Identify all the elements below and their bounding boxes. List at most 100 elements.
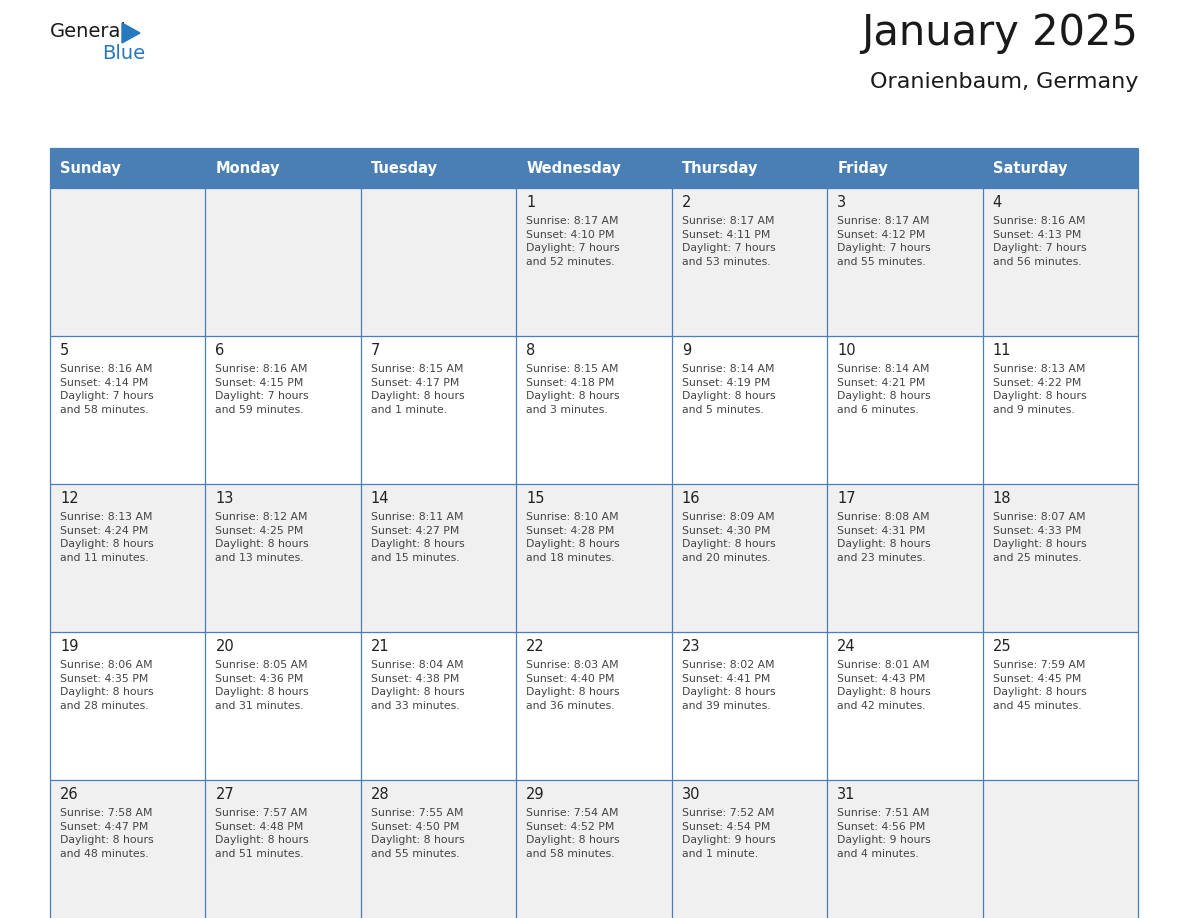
Text: 26: 26 xyxy=(61,787,78,802)
Bar xyxy=(827,148,982,188)
Bar xyxy=(361,632,517,780)
Bar xyxy=(517,336,671,484)
Text: 6: 6 xyxy=(215,343,225,358)
Text: 20: 20 xyxy=(215,639,234,654)
Text: General: General xyxy=(50,22,127,41)
Text: Thursday: Thursday xyxy=(682,161,758,175)
Text: Sunrise: 8:15 AM
Sunset: 4:18 PM
Daylight: 8 hours
and 3 minutes.: Sunrise: 8:15 AM Sunset: 4:18 PM Dayligh… xyxy=(526,364,620,415)
Bar xyxy=(517,484,671,632)
Text: Saturday: Saturday xyxy=(992,161,1067,175)
Text: 9: 9 xyxy=(682,343,691,358)
Text: 28: 28 xyxy=(371,787,390,802)
Text: Sunrise: 8:01 AM
Sunset: 4:43 PM
Daylight: 8 hours
and 42 minutes.: Sunrise: 8:01 AM Sunset: 4:43 PM Dayligh… xyxy=(838,660,930,711)
Bar xyxy=(827,188,982,336)
Bar xyxy=(671,780,827,918)
Text: Blue: Blue xyxy=(102,44,145,63)
Text: Sunrise: 8:02 AM
Sunset: 4:41 PM
Daylight: 8 hours
and 39 minutes.: Sunrise: 8:02 AM Sunset: 4:41 PM Dayligh… xyxy=(682,660,776,711)
Text: Sunrise: 8:14 AM
Sunset: 4:21 PM
Daylight: 8 hours
and 6 minutes.: Sunrise: 8:14 AM Sunset: 4:21 PM Dayligh… xyxy=(838,364,930,415)
Text: Sunrise: 8:17 AM
Sunset: 4:10 PM
Daylight: 7 hours
and 52 minutes.: Sunrise: 8:17 AM Sunset: 4:10 PM Dayligh… xyxy=(526,216,620,267)
Text: 2: 2 xyxy=(682,195,691,210)
Text: 3: 3 xyxy=(838,195,846,210)
Text: Sunrise: 8:15 AM
Sunset: 4:17 PM
Daylight: 8 hours
and 1 minute.: Sunrise: 8:15 AM Sunset: 4:17 PM Dayligh… xyxy=(371,364,465,415)
Text: Sunrise: 8:05 AM
Sunset: 4:36 PM
Daylight: 8 hours
and 31 minutes.: Sunrise: 8:05 AM Sunset: 4:36 PM Dayligh… xyxy=(215,660,309,711)
Text: Sunrise: 8:07 AM
Sunset: 4:33 PM
Daylight: 8 hours
and 25 minutes.: Sunrise: 8:07 AM Sunset: 4:33 PM Dayligh… xyxy=(992,512,1086,563)
Text: Sunrise: 8:16 AM
Sunset: 4:14 PM
Daylight: 7 hours
and 58 minutes.: Sunrise: 8:16 AM Sunset: 4:14 PM Dayligh… xyxy=(61,364,153,415)
Text: 15: 15 xyxy=(526,491,545,506)
Text: 16: 16 xyxy=(682,491,700,506)
Bar xyxy=(982,188,1138,336)
Text: Sunrise: 7:57 AM
Sunset: 4:48 PM
Daylight: 8 hours
and 51 minutes.: Sunrise: 7:57 AM Sunset: 4:48 PM Dayligh… xyxy=(215,808,309,859)
Text: Sunrise: 8:16 AM
Sunset: 4:15 PM
Daylight: 7 hours
and 59 minutes.: Sunrise: 8:16 AM Sunset: 4:15 PM Dayligh… xyxy=(215,364,309,415)
Bar xyxy=(827,780,982,918)
Bar xyxy=(982,632,1138,780)
Text: 13: 13 xyxy=(215,491,234,506)
Bar xyxy=(206,484,361,632)
Bar xyxy=(361,336,517,484)
Bar xyxy=(361,188,517,336)
Bar xyxy=(671,484,827,632)
Bar xyxy=(361,780,517,918)
Bar xyxy=(517,632,671,780)
Text: Sunrise: 7:55 AM
Sunset: 4:50 PM
Daylight: 8 hours
and 55 minutes.: Sunrise: 7:55 AM Sunset: 4:50 PM Dayligh… xyxy=(371,808,465,859)
Text: 12: 12 xyxy=(61,491,78,506)
Bar xyxy=(982,484,1138,632)
Text: 21: 21 xyxy=(371,639,390,654)
Text: Sunrise: 8:14 AM
Sunset: 4:19 PM
Daylight: 8 hours
and 5 minutes.: Sunrise: 8:14 AM Sunset: 4:19 PM Dayligh… xyxy=(682,364,776,415)
Text: Sunrise: 8:17 AM
Sunset: 4:11 PM
Daylight: 7 hours
and 53 minutes.: Sunrise: 8:17 AM Sunset: 4:11 PM Dayligh… xyxy=(682,216,776,267)
Bar xyxy=(50,632,206,780)
Text: Sunrise: 8:08 AM
Sunset: 4:31 PM
Daylight: 8 hours
and 23 minutes.: Sunrise: 8:08 AM Sunset: 4:31 PM Dayligh… xyxy=(838,512,930,563)
Bar xyxy=(206,336,361,484)
Text: Sunday: Sunday xyxy=(61,161,121,175)
Bar xyxy=(517,780,671,918)
Text: January 2025: January 2025 xyxy=(861,12,1138,54)
Text: Sunrise: 7:58 AM
Sunset: 4:47 PM
Daylight: 8 hours
and 48 minutes.: Sunrise: 7:58 AM Sunset: 4:47 PM Dayligh… xyxy=(61,808,153,859)
Text: Sunrise: 8:04 AM
Sunset: 4:38 PM
Daylight: 8 hours
and 33 minutes.: Sunrise: 8:04 AM Sunset: 4:38 PM Dayligh… xyxy=(371,660,465,711)
Text: 22: 22 xyxy=(526,639,545,654)
Text: 31: 31 xyxy=(838,787,855,802)
Text: 10: 10 xyxy=(838,343,855,358)
Bar xyxy=(206,632,361,780)
Text: 23: 23 xyxy=(682,639,700,654)
Text: Sunrise: 8:16 AM
Sunset: 4:13 PM
Daylight: 7 hours
and 56 minutes.: Sunrise: 8:16 AM Sunset: 4:13 PM Dayligh… xyxy=(992,216,1086,267)
Bar xyxy=(517,188,671,336)
Text: 14: 14 xyxy=(371,491,390,506)
Bar xyxy=(206,780,361,918)
Text: 24: 24 xyxy=(838,639,855,654)
Text: Sunrise: 8:17 AM
Sunset: 4:12 PM
Daylight: 7 hours
and 55 minutes.: Sunrise: 8:17 AM Sunset: 4:12 PM Dayligh… xyxy=(838,216,930,267)
Text: Monday: Monday xyxy=(215,161,280,175)
Bar xyxy=(827,336,982,484)
Bar xyxy=(361,148,517,188)
Bar xyxy=(982,780,1138,918)
Bar xyxy=(827,484,982,632)
Text: Sunrise: 7:51 AM
Sunset: 4:56 PM
Daylight: 9 hours
and 4 minutes.: Sunrise: 7:51 AM Sunset: 4:56 PM Dayligh… xyxy=(838,808,930,859)
Bar xyxy=(50,484,206,632)
Text: 27: 27 xyxy=(215,787,234,802)
Bar xyxy=(517,148,671,188)
Text: Friday: Friday xyxy=(838,161,887,175)
Text: 5: 5 xyxy=(61,343,69,358)
Bar xyxy=(50,780,206,918)
Text: 1: 1 xyxy=(526,195,536,210)
Bar xyxy=(827,632,982,780)
Text: 19: 19 xyxy=(61,639,78,654)
Bar xyxy=(671,188,827,336)
Text: Tuesday: Tuesday xyxy=(371,161,438,175)
Text: Sunrise: 8:10 AM
Sunset: 4:28 PM
Daylight: 8 hours
and 18 minutes.: Sunrise: 8:10 AM Sunset: 4:28 PM Dayligh… xyxy=(526,512,620,563)
Text: Sunrise: 8:13 AM
Sunset: 4:24 PM
Daylight: 8 hours
and 11 minutes.: Sunrise: 8:13 AM Sunset: 4:24 PM Dayligh… xyxy=(61,512,153,563)
Bar xyxy=(361,484,517,632)
Text: 8: 8 xyxy=(526,343,536,358)
Text: Oranienbaum, Germany: Oranienbaum, Germany xyxy=(870,72,1138,92)
Text: 11: 11 xyxy=(992,343,1011,358)
Text: 7: 7 xyxy=(371,343,380,358)
Text: Sunrise: 7:59 AM
Sunset: 4:45 PM
Daylight: 8 hours
and 45 minutes.: Sunrise: 7:59 AM Sunset: 4:45 PM Dayligh… xyxy=(992,660,1086,711)
Text: 25: 25 xyxy=(992,639,1011,654)
Bar xyxy=(206,188,361,336)
Text: Sunrise: 7:52 AM
Sunset: 4:54 PM
Daylight: 9 hours
and 1 minute.: Sunrise: 7:52 AM Sunset: 4:54 PM Dayligh… xyxy=(682,808,776,859)
Bar xyxy=(50,188,206,336)
Text: Sunrise: 7:54 AM
Sunset: 4:52 PM
Daylight: 8 hours
and 58 minutes.: Sunrise: 7:54 AM Sunset: 4:52 PM Dayligh… xyxy=(526,808,620,859)
Bar xyxy=(982,336,1138,484)
Text: Sunrise: 8:12 AM
Sunset: 4:25 PM
Daylight: 8 hours
and 13 minutes.: Sunrise: 8:12 AM Sunset: 4:25 PM Dayligh… xyxy=(215,512,309,563)
Polygon shape xyxy=(122,23,140,43)
Bar xyxy=(671,336,827,484)
Bar xyxy=(206,148,361,188)
